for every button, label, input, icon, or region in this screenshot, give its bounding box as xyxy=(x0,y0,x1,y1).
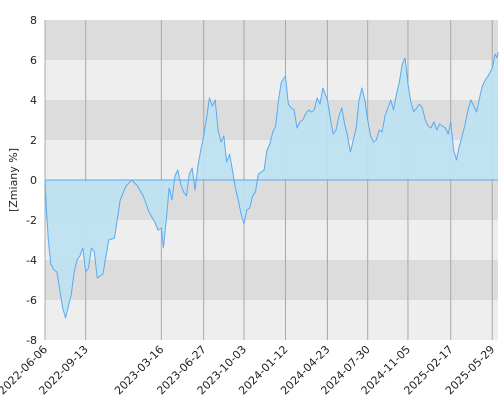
y-axis-label: [Zmiany %] xyxy=(7,148,20,212)
y-tick-label: 2 xyxy=(30,134,37,147)
series-line xyxy=(44,51,499,319)
y-tick-label: -2 xyxy=(26,214,37,227)
grid-band xyxy=(45,220,498,260)
y-tick-label: 4 xyxy=(30,94,37,107)
y-tick-label: 8 xyxy=(30,14,37,27)
grid-band xyxy=(45,300,498,340)
grid-band xyxy=(45,60,498,100)
y-tick-label: 0 xyxy=(30,174,37,187)
grid-band xyxy=(45,20,498,60)
y-tick-label: -6 xyxy=(26,294,37,307)
y-tick-label: 6 xyxy=(30,54,37,67)
y-tick-label: -8 xyxy=(26,334,37,347)
grid-band xyxy=(45,260,498,300)
y-tick-label: -4 xyxy=(26,254,37,267)
y-tick-labels: 8 6 4 2 0 -2 -4 -6 -8 xyxy=(26,14,37,347)
